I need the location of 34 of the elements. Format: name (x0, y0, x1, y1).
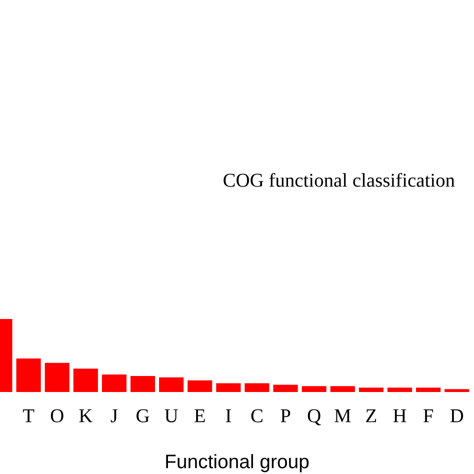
bar (358, 388, 384, 392)
bar (102, 374, 126, 392)
bar (302, 386, 326, 392)
bar (330, 386, 355, 392)
x-tick-label: U (164, 409, 178, 422)
bar (16, 358, 41, 392)
bar (73, 368, 98, 392)
x-tick-label: G (136, 409, 150, 422)
x-tick-label: F (423, 409, 434, 422)
x-tick-label: M (334, 409, 351, 422)
x-tick-label: J (110, 409, 118, 422)
bar (130, 376, 156, 392)
x-tick-label: K (79, 409, 92, 422)
x-tick-label: I (226, 409, 231, 422)
bar (44, 362, 70, 392)
x-tick-label: T (22, 409, 34, 422)
x-tick-label: D (450, 409, 464, 422)
bar (416, 388, 441, 392)
bar (387, 388, 412, 392)
x-tick-label: Q (308, 409, 321, 426)
chart-title: COG functional classification (224, 172, 455, 187)
bar (444, 389, 470, 392)
bar (273, 384, 298, 392)
x-axis-title: Functional group (166, 454, 309, 472)
bar (188, 380, 212, 392)
x-tick-label: H (393, 409, 406, 422)
x-tick-label: C (251, 409, 262, 422)
x-tick-label: P (280, 409, 290, 422)
x-tick-label: Z (366, 409, 376, 422)
bar (159, 377, 184, 392)
x-tick-label: O (50, 409, 64, 422)
bar (244, 383, 270, 392)
bar (216, 383, 241, 392)
x-tick-label: E (194, 409, 205, 422)
